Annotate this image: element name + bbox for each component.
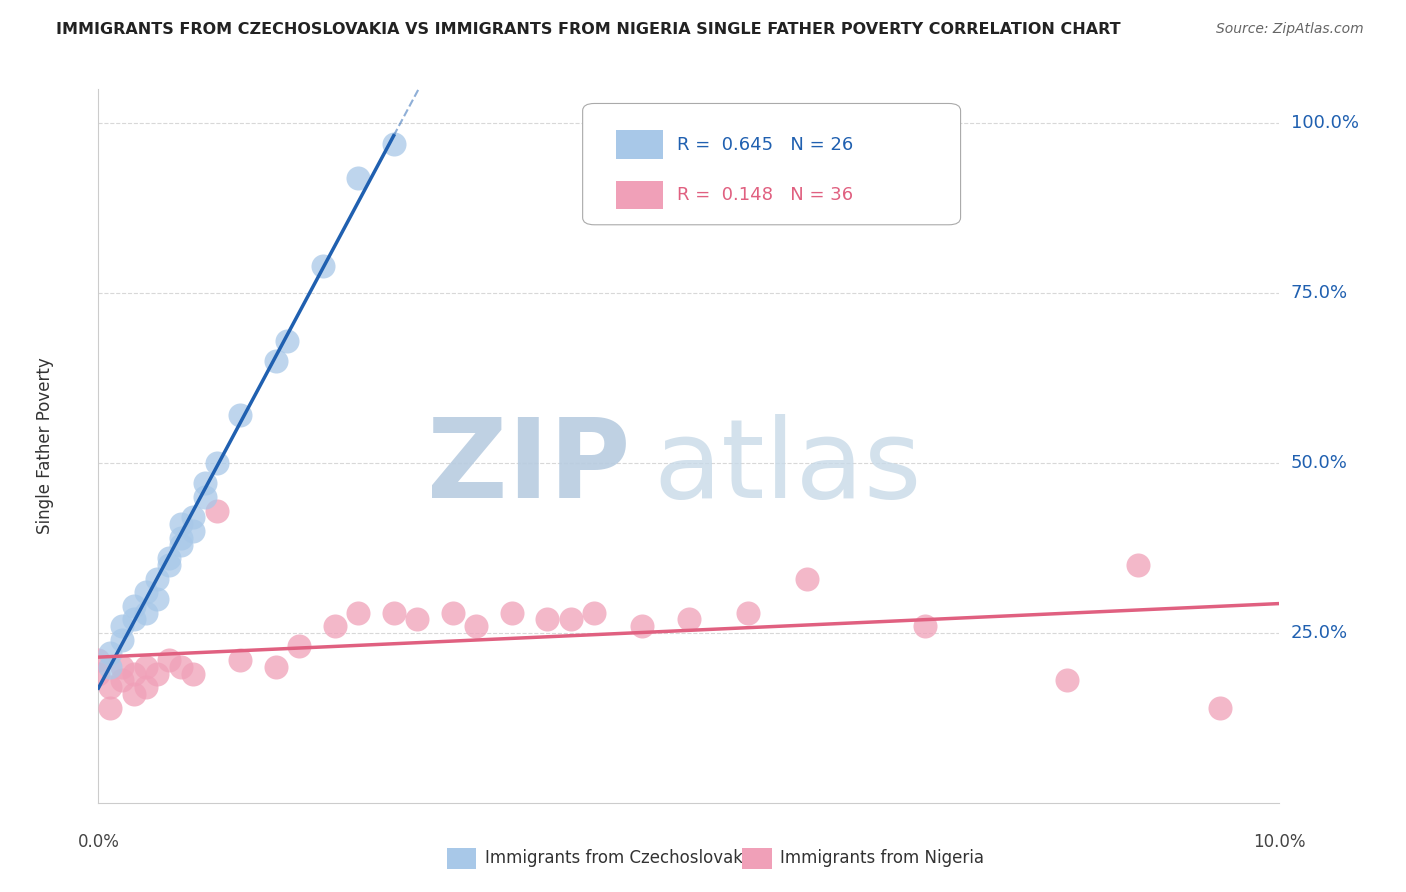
Point <box>111 660 134 674</box>
Point <box>347 170 370 185</box>
Bar <box>616 130 664 159</box>
Point <box>157 558 180 572</box>
Point <box>264 354 287 368</box>
Point <box>229 409 252 423</box>
Point <box>312 259 335 273</box>
Point <box>347 606 370 620</box>
Point <box>288 640 311 654</box>
Text: atlas: atlas <box>654 414 922 521</box>
Bar <box>742 847 772 869</box>
Point <box>122 612 145 626</box>
Point <box>323 619 346 633</box>
Text: 100.0%: 100.0% <box>1291 114 1358 132</box>
Point <box>170 660 193 674</box>
Point <box>98 700 121 714</box>
Point <box>98 680 121 694</box>
Text: IMMIGRANTS FROM CZECHOSLOVAKIA VS IMMIGRANTS FROM NIGERIA SINGLE FATHER POVERTY : IMMIGRANTS FROM CZECHOSLOVAKIA VS IMMIGR… <box>56 22 1121 37</box>
Text: 50.0%: 50.0% <box>1291 454 1347 472</box>
Text: R =  0.645   N = 26: R = 0.645 N = 26 <box>678 136 853 153</box>
Text: 0.0%: 0.0% <box>77 833 120 851</box>
Point <box>181 510 204 524</box>
Point <box>382 136 405 151</box>
Text: Immigrants from Czechoslovakia: Immigrants from Czechoslovakia <box>485 849 758 867</box>
Text: 75.0%: 75.0% <box>1291 284 1348 302</box>
Point <box>157 653 180 667</box>
Point <box>229 653 252 667</box>
Point <box>87 666 110 681</box>
Text: Immigrants from Nigeria: Immigrants from Nigeria <box>780 849 984 867</box>
Point <box>170 531 193 545</box>
Point <box>382 606 405 620</box>
Point <box>111 632 134 647</box>
Text: 25.0%: 25.0% <box>1291 624 1348 642</box>
Bar <box>616 180 664 209</box>
Point <box>914 619 936 633</box>
Point <box>122 687 145 701</box>
Point <box>630 619 652 633</box>
Point <box>146 591 169 606</box>
Point <box>1056 673 1078 688</box>
Point <box>796 572 818 586</box>
Point <box>157 551 180 566</box>
Point <box>135 660 157 674</box>
Point <box>678 612 700 626</box>
Point <box>170 517 193 532</box>
Point <box>181 524 204 538</box>
Point <box>122 599 145 613</box>
Bar <box>447 847 477 869</box>
Point <box>146 666 169 681</box>
Point <box>135 585 157 599</box>
Point <box>111 619 134 633</box>
Point <box>583 606 606 620</box>
Point <box>87 653 110 667</box>
Point <box>441 606 464 620</box>
Text: 10.0%: 10.0% <box>1253 833 1306 851</box>
Point <box>465 619 488 633</box>
Text: Source: ZipAtlas.com: Source: ZipAtlas.com <box>1216 22 1364 37</box>
Point <box>135 606 157 620</box>
Point <box>98 646 121 660</box>
Point <box>264 660 287 674</box>
Point <box>98 660 121 674</box>
Text: R =  0.148   N = 36: R = 0.148 N = 36 <box>678 186 853 203</box>
Point <box>194 490 217 504</box>
Point <box>560 612 582 626</box>
Point <box>276 334 298 348</box>
Point <box>205 503 228 517</box>
Point <box>181 666 204 681</box>
Point <box>501 606 523 620</box>
Text: ZIP: ZIP <box>426 414 630 521</box>
Text: Single Father Poverty: Single Father Poverty <box>37 358 55 534</box>
Point <box>406 612 429 626</box>
Point <box>146 572 169 586</box>
Point <box>205 456 228 470</box>
Point <box>737 606 759 620</box>
Point <box>1126 558 1149 572</box>
FancyBboxPatch shape <box>582 103 960 225</box>
Point <box>135 680 157 694</box>
Point <box>122 666 145 681</box>
Point <box>170 537 193 551</box>
Point <box>1209 700 1232 714</box>
Point <box>111 673 134 688</box>
Point <box>194 476 217 491</box>
Point <box>536 612 558 626</box>
